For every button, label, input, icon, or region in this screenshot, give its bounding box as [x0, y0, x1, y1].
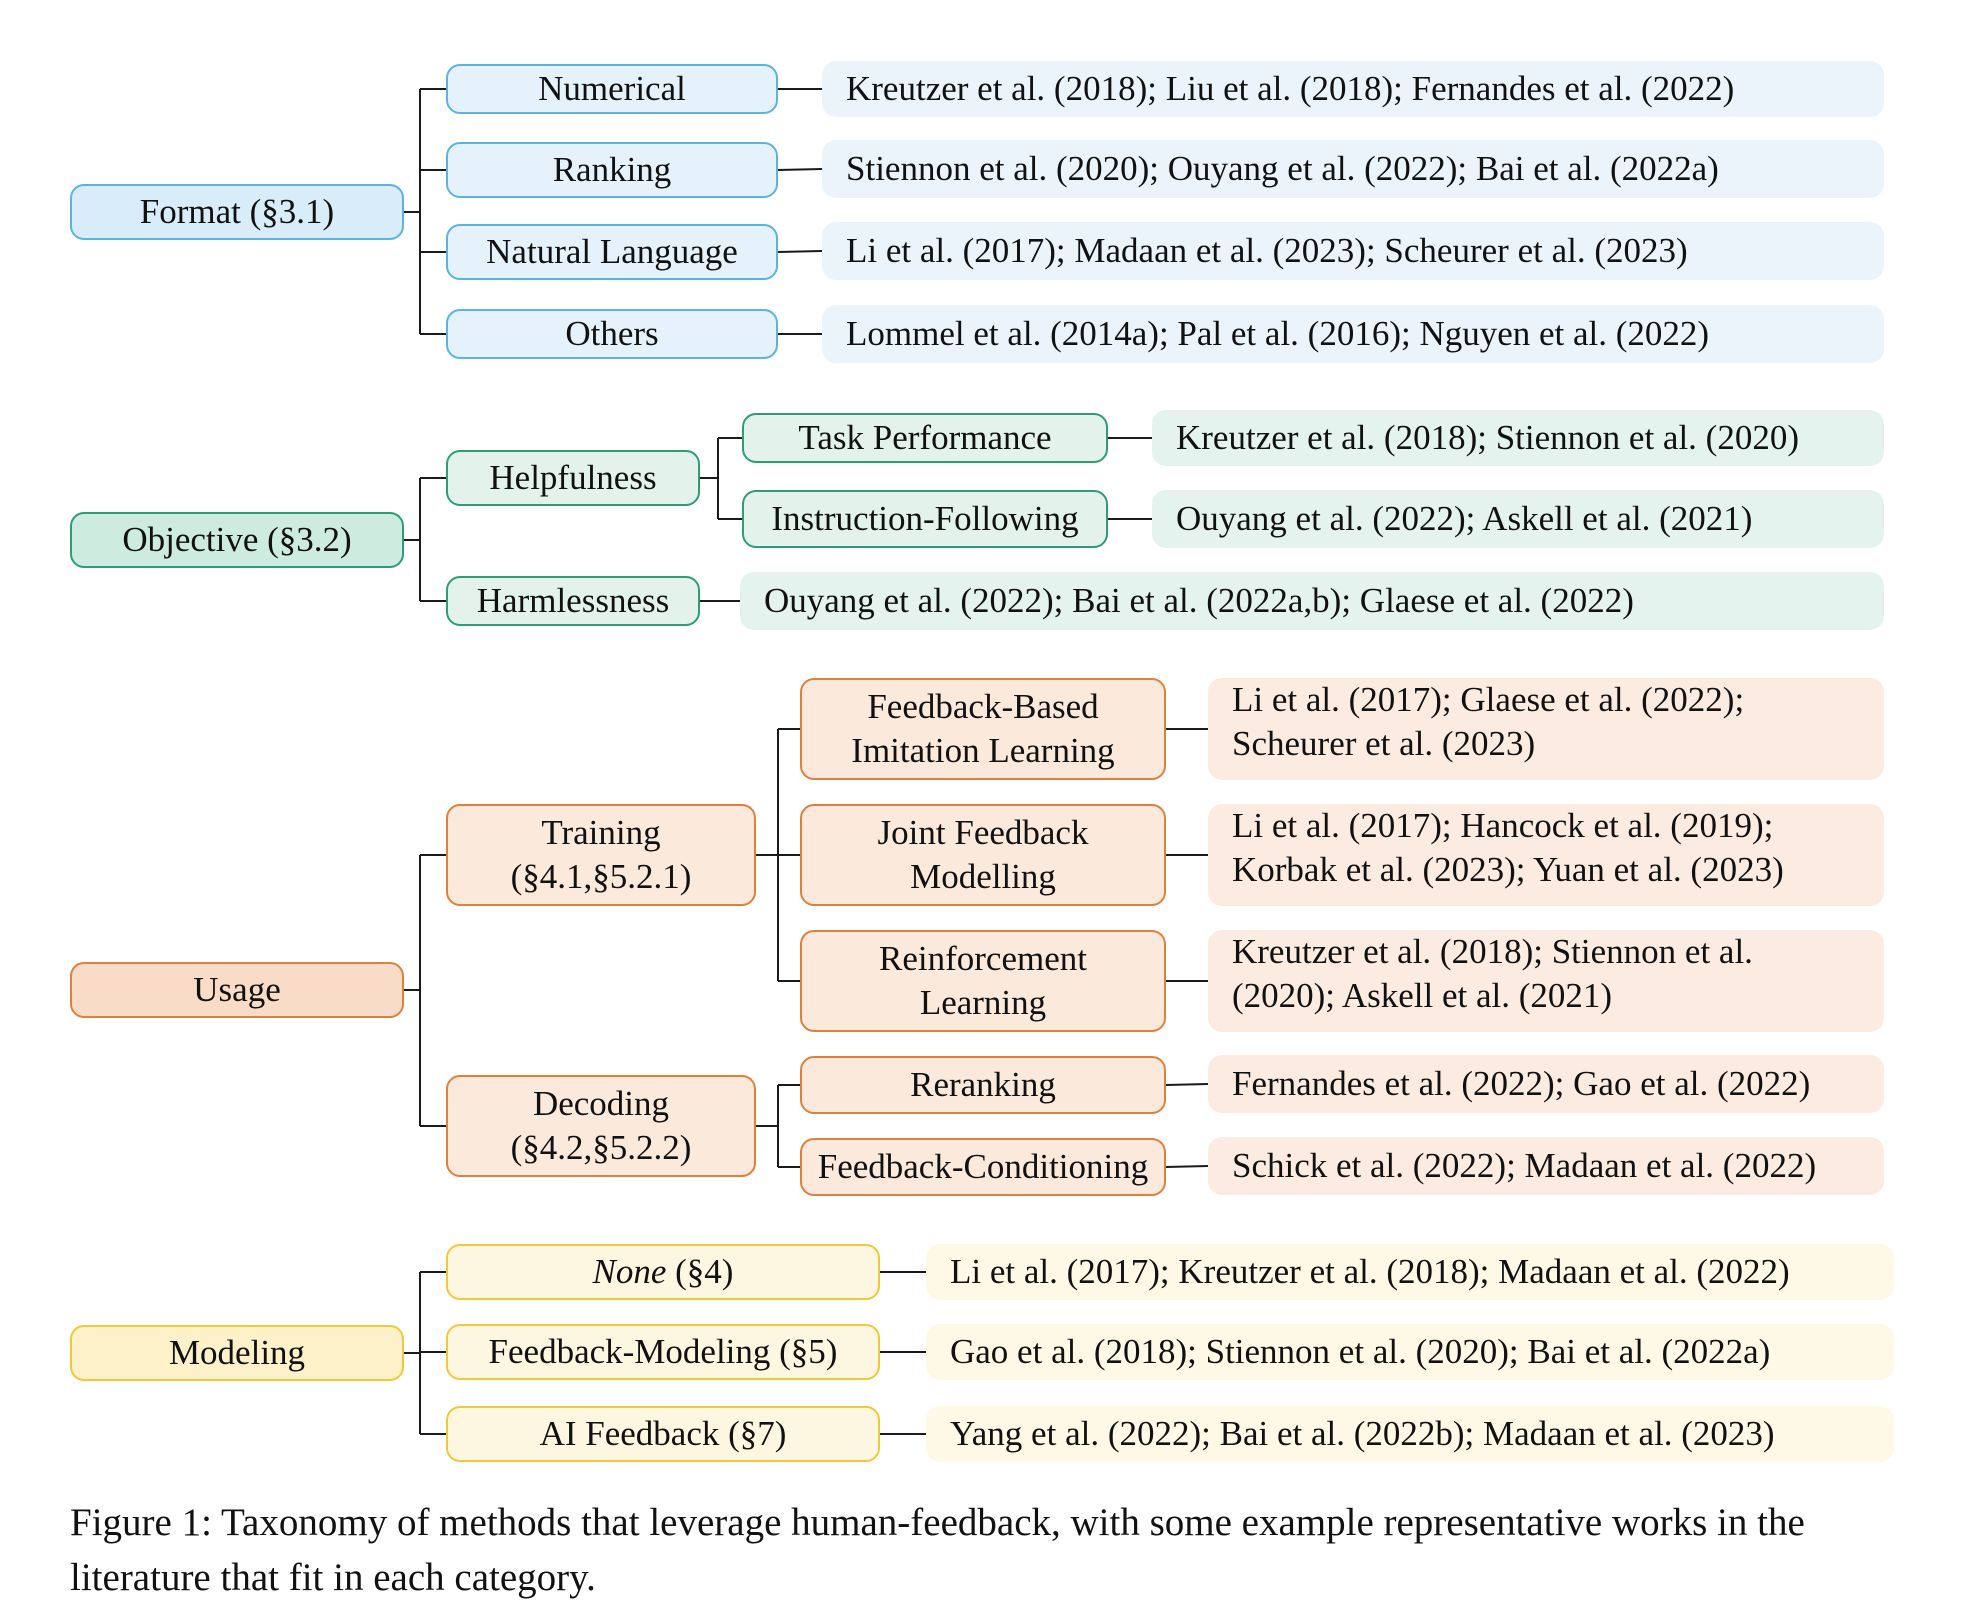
node-feedback-modeling-5: Feedback-Modeling (§5) — [446, 1324, 880, 1380]
node-ai-feedback-7: AI Feedback (§7) — [446, 1406, 880, 1462]
node-reinforcement-learning: Reinforcement Learning — [800, 930, 1166, 1032]
node-helpfulness: Helpfulness — [446, 450, 700, 506]
root-modeling: Modeling — [70, 1325, 404, 1381]
node-training-4-1-5-2-1: Training (§4.1,§5.2.1) — [446, 804, 756, 906]
connector-refs-ranking — [777, 168, 823, 171]
figure-caption: Figure 1: Taxonomy of methods that lever… — [70, 1501, 1805, 1600]
node-instruction-following: Instruction-Following — [742, 490, 1108, 548]
node-reranking: Reranking — [800, 1056, 1166, 1114]
node-natural-language: Natural Language — [446, 224, 778, 280]
refs-ai-feedback-7: Yang et al. (2022); Bai et al. (2022b); … — [926, 1406, 1894, 1462]
refs-joint-feedback-modelling: Li et al. (2017); Hancock et al. (2019);… — [1208, 804, 1884, 906]
node-task-performance: Task Performance — [742, 413, 1108, 463]
refs-reranking: Fernandes et al. (2022); Gao et al. (202… — [1208, 1055, 1884, 1113]
connector-refs-natural-language — [777, 250, 823, 253]
node-joint-feedback-modelling: Joint Feedback Modelling — [800, 804, 1166, 906]
refs-feedback-modeling-5: Gao et al. (2018); Stiennon et al. (2020… — [926, 1324, 1894, 1380]
root-format-3-1: Format (§3.1) — [70, 184, 404, 240]
node-feedback-based-imitation-learning: Feedback-Based Imitation Learning — [800, 678, 1166, 780]
node-harmlessness: Harmlessness — [446, 576, 700, 626]
root-usage: Usage — [70, 962, 404, 1018]
refs-ranking: Stiennon et al. (2020); Ouyang et al. (2… — [822, 140, 1884, 198]
connector-refs-feedback-conditioning — [1165, 1165, 1209, 1168]
refs-feedback-conditioning: Schick et al. (2022); Madaan et al. (202… — [1208, 1137, 1884, 1195]
node-others: Others — [446, 309, 778, 359]
root-objective-3-2: Objective (§3.2) — [70, 512, 404, 568]
refs-none-4: Li et al. (2017); Kreutzer et al. (2018)… — [926, 1244, 1894, 1300]
refs-harmlessness: Ouyang et al. (2022); Bai et al. (2022a,… — [740, 572, 1884, 630]
node-numerical: Numerical — [446, 64, 778, 114]
node-ranking: Ranking — [446, 142, 778, 198]
refs-numerical: Kreutzer et al. (2018); Liu et al. (2018… — [822, 61, 1884, 117]
refs-instruction-following: Ouyang et al. (2022); Askell et al. (202… — [1152, 490, 1884, 548]
node-none-4: None (§4) — [446, 1244, 880, 1300]
refs-feedback-based-imitation-learning: Li et al. (2017); Glaese et al. (2022); S… — [1208, 678, 1884, 780]
refs-others: Lommel et al. (2014a); Pal et al. (2016)… — [822, 305, 1884, 363]
refs-natural-language: Li et al. (2017); Madaan et al. (2023); … — [822, 222, 1884, 280]
connector-refs-reranking — [1165, 1083, 1209, 1086]
node-feedback-conditioning: Feedback-Conditioning — [800, 1138, 1166, 1196]
refs-reinforcement-learning: Kreutzer et al. (2018); Stiennon et al.(… — [1208, 930, 1884, 1032]
refs-task-performance: Kreutzer et al. (2018); Stiennon et al. … — [1152, 410, 1884, 466]
node-decoding-4-2-5-2-2: Decoding (§4.2,§5.2.2) — [446, 1075, 756, 1177]
